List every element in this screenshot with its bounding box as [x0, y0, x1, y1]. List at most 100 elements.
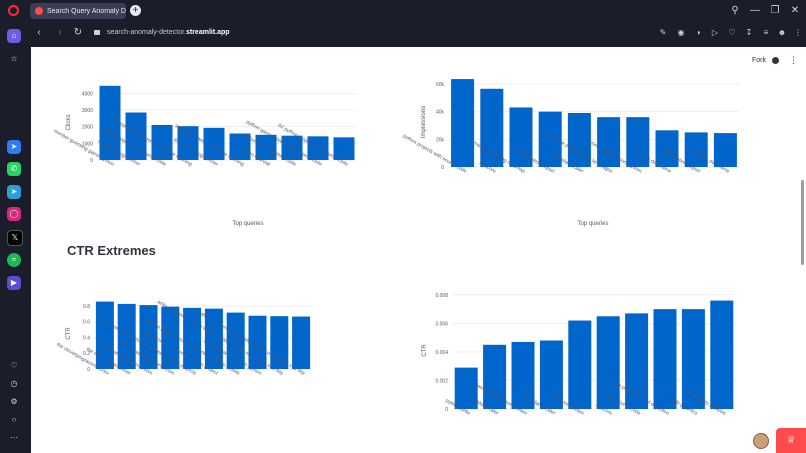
settings-sliders-icon[interactable]: ≡: [763, 28, 769, 37]
restore-icon[interactable]: ❐: [770, 5, 780, 16]
page-scrollbar[interactable]: [801, 180, 804, 265]
y-axis-title: Clicks: [66, 115, 72, 131]
bar[interactable]: [681, 309, 705, 409]
y-tick-label: 20k: [436, 137, 445, 143]
browser-title-bar: [0, 0, 806, 22]
home-icon[interactable]: ⌂: [7, 29, 21, 43]
bar[interactable]: [229, 133, 251, 161]
bar[interactable]: [226, 312, 245, 369]
bar[interactable]: [151, 125, 173, 160]
x-axis-title: Top queries: [577, 221, 608, 227]
instagram-icon[interactable]: ◯: [7, 207, 21, 221]
bar[interactable]: [307, 136, 329, 160]
y-axis-title: Impressions: [421, 106, 427, 138]
bar[interactable]: [451, 79, 475, 167]
url-domain: streamlit.app: [185, 29, 230, 36]
whatsapp-icon[interactable]: ✆: [7, 162, 21, 176]
y-tick-label: 0.004: [435, 350, 448, 356]
star-icon[interactable]: ☆: [10, 54, 18, 63]
bar[interactable]: [538, 111, 562, 167]
x-twitter-icon[interactable]: 𝕏: [7, 230, 23, 246]
forward-icon[interactable]: ›: [58, 27, 62, 38]
bar[interactable]: [684, 132, 708, 167]
download-icon[interactable]: ↧: [745, 28, 753, 37]
bar[interactable]: [655, 130, 679, 167]
bar[interactable]: [203, 127, 225, 160]
camera-icon[interactable]: ◉: [677, 28, 685, 37]
y-tick-label: 0.2: [83, 351, 90, 357]
history-icon[interactable]: ◷: [10, 379, 18, 388]
back-icon[interactable]: ‹: [37, 27, 41, 38]
bar[interactable]: [713, 133, 737, 167]
streamlit-favicon-icon: [35, 7, 43, 15]
menu-icon[interactable]: ⋮: [794, 28, 802, 37]
profile-icon[interactable]: ☻: [777, 28, 787, 37]
heart-icon[interactable]: ♡: [728, 28, 736, 37]
url-prefix: search-anomaly-detector.: [107, 29, 186, 36]
bar[interactable]: [480, 88, 504, 167]
bar[interactable]: [653, 309, 677, 409]
bar[interactable]: [161, 306, 180, 369]
bar[interactable]: [204, 308, 223, 369]
bar[interactable]: [483, 344, 507, 409]
bar[interactable]: [511, 341, 535, 409]
y-tick-label: 4000: [82, 91, 93, 97]
messenger-icon[interactable]: ➤: [7, 140, 21, 154]
opera-logo-icon[interactable]: [8, 5, 19, 16]
y-tick-label: 0: [87, 367, 90, 373]
bar[interactable]: [270, 316, 289, 369]
github-icon[interactable]: [772, 57, 779, 64]
bar[interactable]: [710, 300, 734, 409]
bar[interactable]: [567, 113, 591, 167]
address-bar[interactable]: search-anomaly-detector.streamlit.app: [107, 29, 230, 36]
bar[interactable]: [596, 316, 620, 409]
app-menu-icon[interactable]: ⋮: [789, 55, 798, 65]
reload-icon[interactable]: ↻: [73, 27, 83, 38]
bar[interactable]: [248, 315, 267, 369]
y-tick-label: 0: [90, 158, 93, 164]
close-icon[interactable]: ✕: [790, 5, 800, 16]
bar[interactable]: [454, 367, 478, 409]
settings-icon[interactable]: ⚙: [10, 397, 18, 406]
shield-icon[interactable]: ◑: [695, 28, 701, 37]
favorites-heart-icon[interactable]: ♡: [10, 361, 18, 370]
more-icon[interactable]: ⋯: [10, 433, 18, 442]
bar[interactable]: [509, 107, 533, 167]
streamlit-page: [31, 47, 806, 453]
bar[interactable]: [597, 117, 621, 167]
bar[interactable]: [117, 303, 136, 369]
aria-icon[interactable]: ▶: [7, 276, 21, 290]
bar[interactable]: [125, 112, 147, 161]
bar[interactable]: [183, 307, 202, 369]
bar[interactable]: [255, 134, 277, 160]
fork-button[interactable]: Fork: [752, 57, 766, 64]
bar[interactable]: [626, 117, 650, 167]
lock-icon: [94, 30, 100, 35]
edit-icon[interactable]: ✎: [659, 28, 667, 37]
search-icon[interactable]: ⚲: [731, 5, 739, 16]
y-tick-label: 0: [441, 165, 444, 171]
bar[interactable]: [625, 313, 649, 409]
new-tab-button[interactable]: +: [130, 5, 141, 16]
minimize-icon[interactable]: —: [750, 5, 760, 16]
y-tick-label: 0.6: [83, 320, 90, 326]
play-icon[interactable]: ▷: [711, 28, 719, 37]
tips-lightbulb-icon[interactable]: ○: [11, 415, 17, 424]
telegram-icon[interactable]: ➤: [7, 185, 21, 199]
bar[interactable]: [139, 305, 158, 369]
bar[interactable]: [99, 85, 121, 160]
bar[interactable]: [539, 340, 563, 409]
bar[interactable]: [177, 126, 199, 160]
user-avatar[interactable]: [753, 433, 769, 449]
browser-tab[interactable]: Search Query Anomaly Detec: [30, 3, 126, 19]
bar[interactable]: [281, 135, 303, 160]
bar[interactable]: [292, 316, 311, 369]
bar[interactable]: [333, 137, 355, 160]
spotify-icon[interactable]: ≈: [7, 253, 21, 267]
streamlit-crown-icon[interactable]: ♕: [776, 428, 806, 453]
bar[interactable]: [95, 301, 114, 369]
bar[interactable]: [568, 320, 592, 409]
